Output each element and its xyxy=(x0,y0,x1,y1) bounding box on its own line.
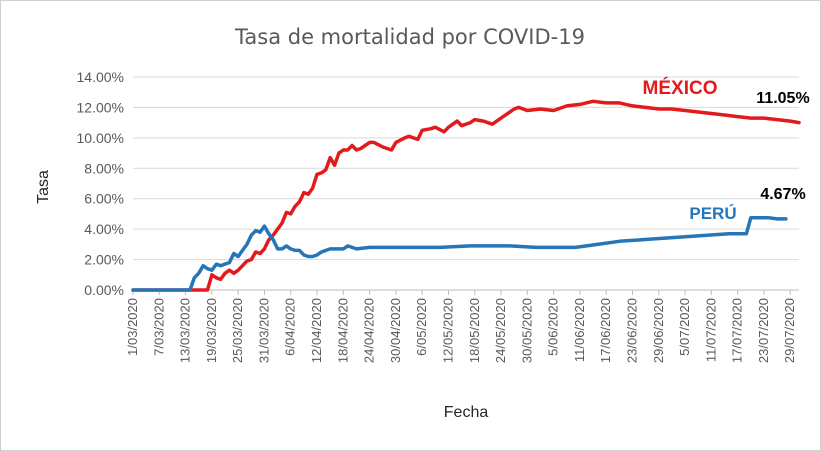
series-line-mexico xyxy=(131,99,801,292)
x-tick-label: 12/04/2020 xyxy=(309,298,324,363)
x-tick-label: 13/03/2020 xyxy=(178,298,193,363)
y-tick-label: 0.00% xyxy=(84,282,124,298)
y-axis-ticks: 0.00% 2.00% 4.00% 6.00% 8.00% 10.00% 12.00% 14.… xyxy=(77,69,124,298)
series-line-peru xyxy=(131,215,788,292)
y-axis-title: Tasa xyxy=(35,170,52,204)
y-tick-label: 2.00% xyxy=(84,252,124,268)
y-tick-label: 4.00% xyxy=(84,221,124,237)
x-axis-title: Fecha xyxy=(444,404,489,421)
x-axis: 1/03/2020 7/03/2020 13/03/2020 19/03/2020 25… xyxy=(125,289,799,363)
x-tick-label: 6/05/2020 xyxy=(414,298,429,356)
x-tick-label: 17/07/2020 xyxy=(730,298,745,363)
y-tick-label: 6.00% xyxy=(84,191,124,207)
x-tick-label: 12/05/2020 xyxy=(440,298,455,363)
series-labels: MÉXICO 11.05% PERÚ 4.67% xyxy=(643,77,810,223)
x-tick-label: 23/06/2020 xyxy=(625,298,640,363)
x-tick-label: 11/07/2020 xyxy=(703,298,718,362)
series-lines xyxy=(131,99,801,292)
x-tick-label: 1/03/2020 xyxy=(125,298,140,356)
x-tick-label: 29/06/2020 xyxy=(651,298,666,363)
series-name-label-mexico: MÉXICO xyxy=(643,77,718,99)
x-tick-label: 25/03/2020 xyxy=(230,298,245,363)
x-tick-label: 30/05/2020 xyxy=(519,298,534,363)
chart-title: Tasa de mortalidad por COVID-19 xyxy=(234,25,585,49)
x-tick-label: 5/06/2020 xyxy=(546,298,561,356)
x-tick-label: 17/06/2020 xyxy=(598,298,613,363)
y-tick-label: 14.00% xyxy=(77,69,124,85)
end-value-label-mexico: 11.05% xyxy=(756,90,809,107)
x-tick-label: 19/03/2020 xyxy=(204,298,219,363)
x-tick-label: 24/05/2020 xyxy=(493,298,508,363)
x-tick-label: 31/03/2020 xyxy=(256,298,271,363)
x-tick-label: 5/07/2020 xyxy=(677,298,692,356)
y-tick-label: 12.00% xyxy=(77,99,124,115)
y-tick-label: 10.00% xyxy=(77,130,124,146)
x-tick-label: 30/04/2020 xyxy=(388,298,403,363)
x-tick-label: 29/07/2020 xyxy=(782,298,797,363)
x-tick-label: 18/05/2020 xyxy=(467,298,482,363)
x-tick-label: 6/04/2020 xyxy=(283,298,298,356)
x-tick-label: 24/04/2020 xyxy=(362,298,377,363)
x-tick-label: 11/06/2020 xyxy=(572,298,587,362)
x-tick-label: 18/04/2020 xyxy=(335,298,350,363)
x-tick-label: 7/03/2020 xyxy=(151,298,166,356)
x-tick-label: 23/07/2020 xyxy=(756,298,771,363)
grid-lines xyxy=(133,76,799,261)
series-name-label-peru: PERÚ xyxy=(689,204,736,223)
y-tick-label: 8.00% xyxy=(84,160,124,176)
end-value-label-peru: 4.67% xyxy=(760,186,805,203)
